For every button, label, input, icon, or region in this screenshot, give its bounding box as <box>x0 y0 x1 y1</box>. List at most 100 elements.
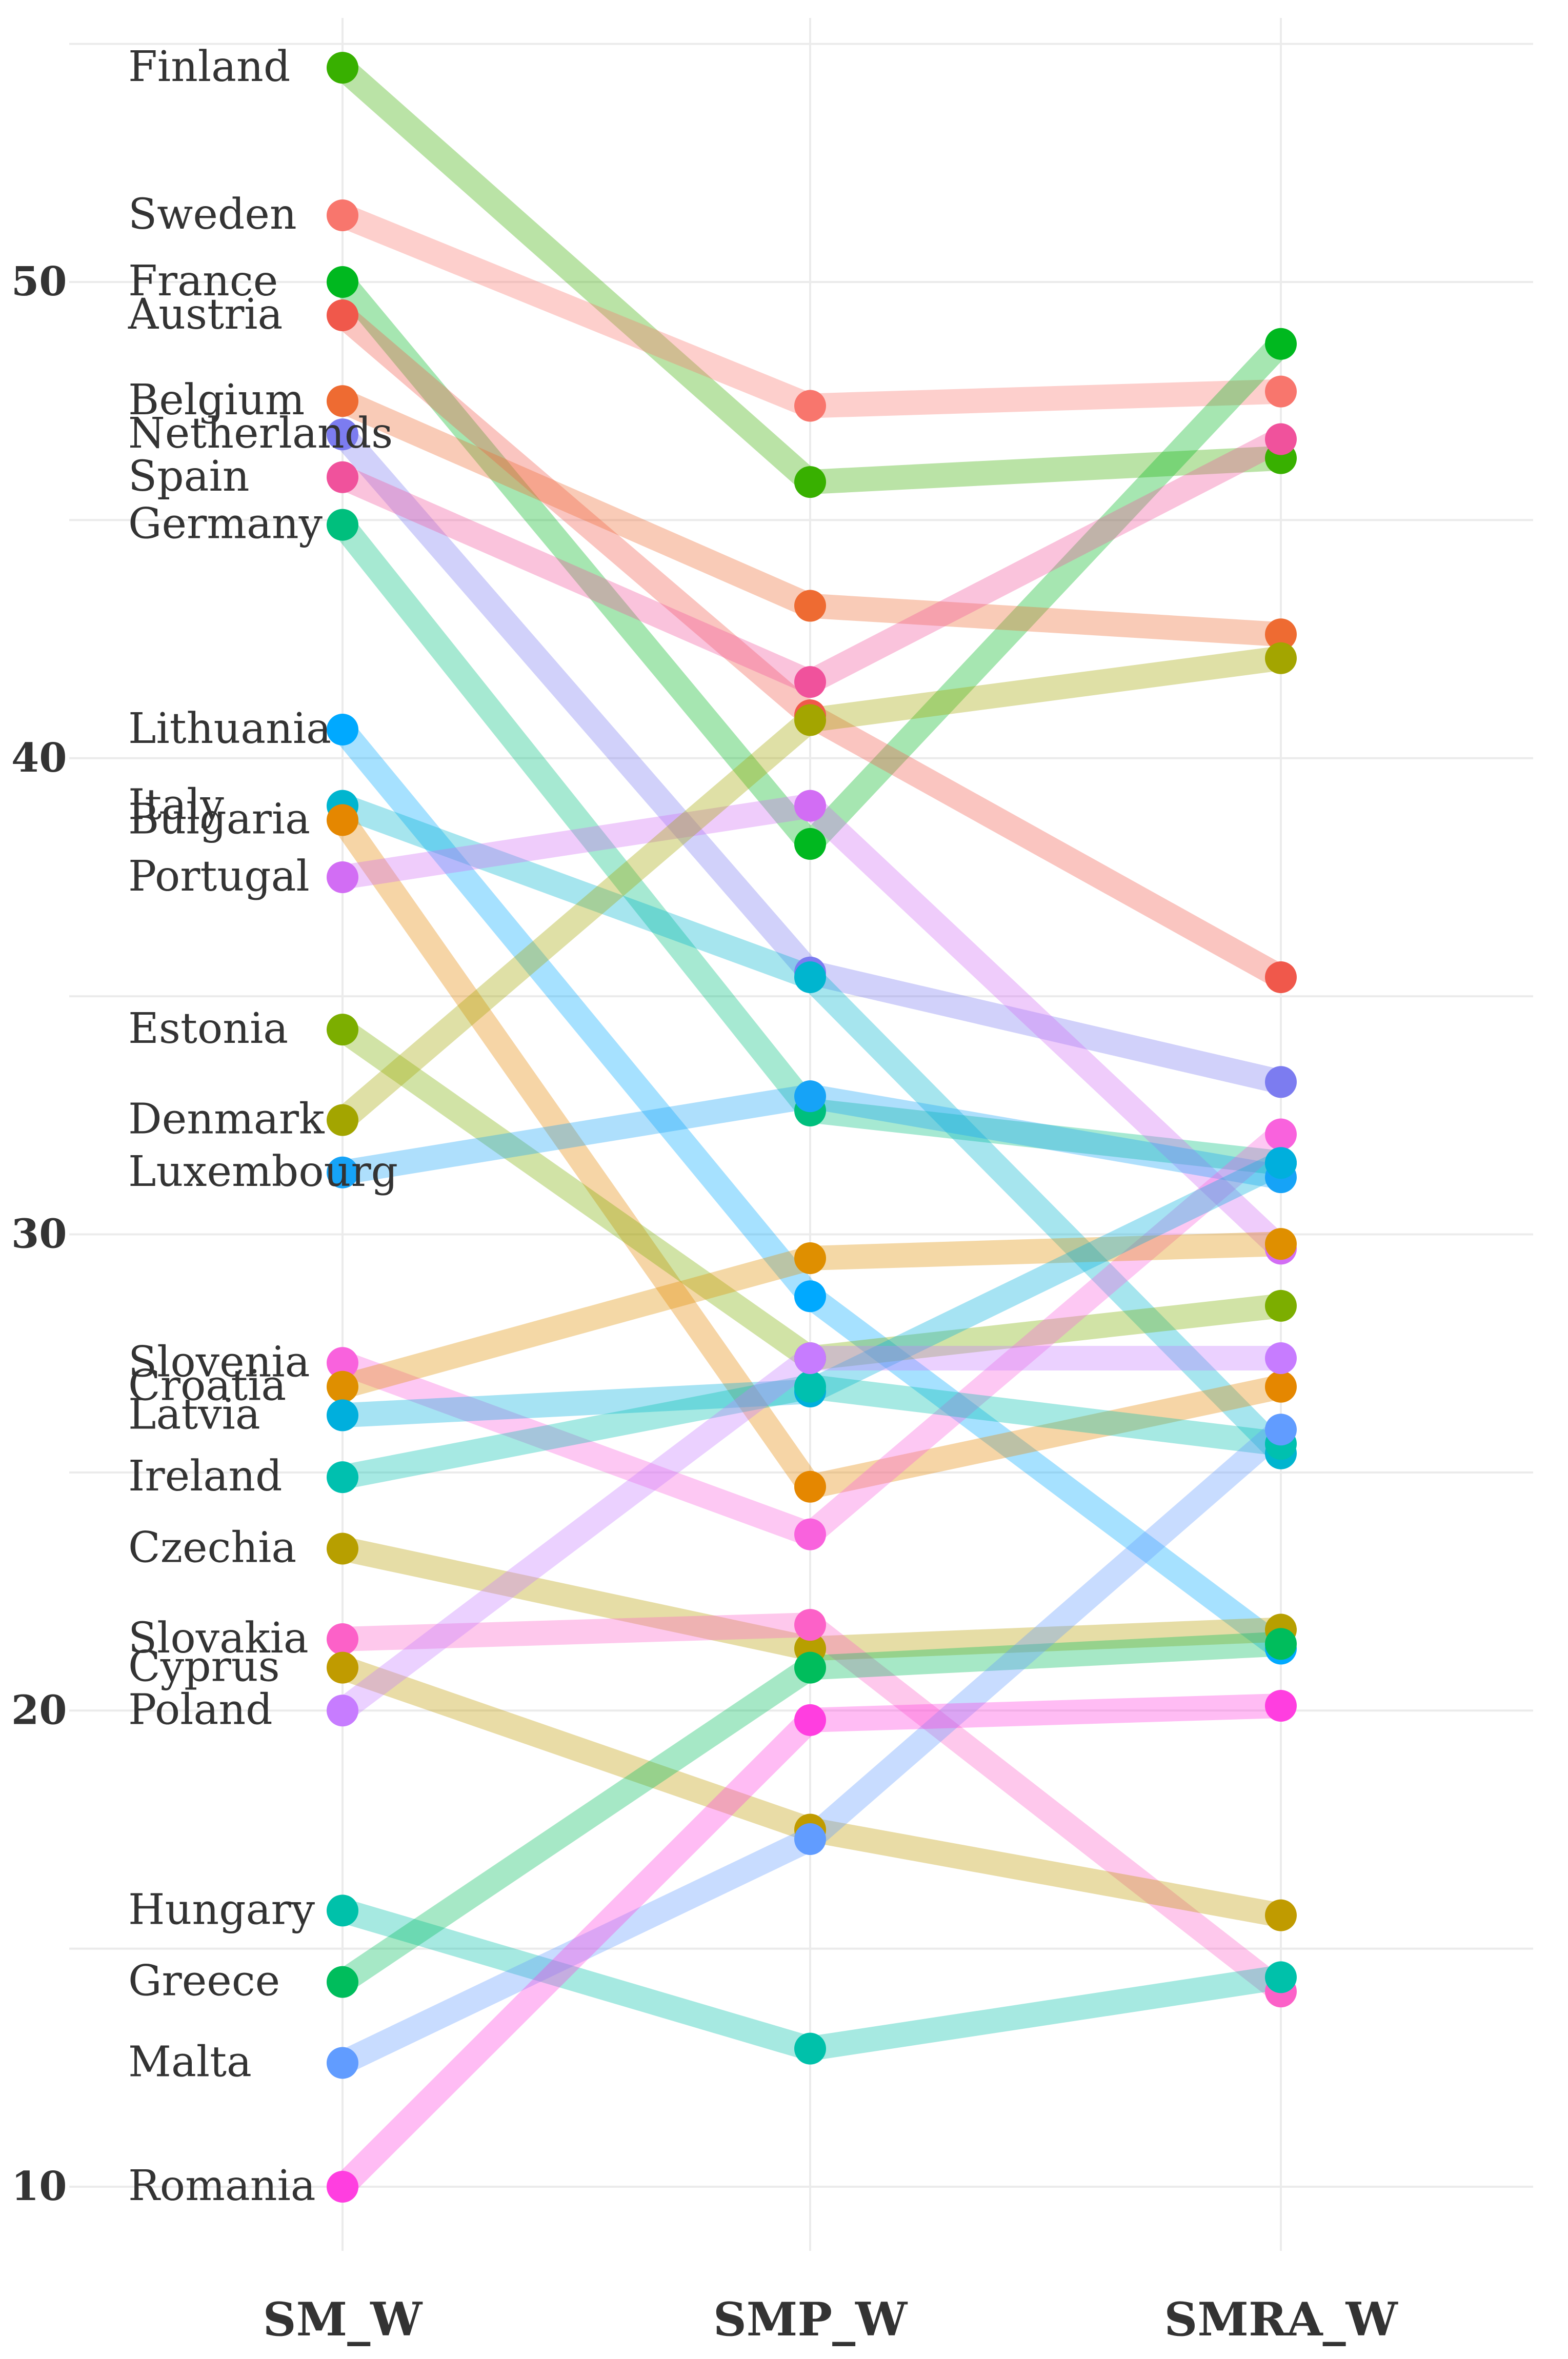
data-point <box>794 666 826 698</box>
data-point <box>794 390 826 422</box>
series-lines <box>330 55 1293 2199</box>
x-axis-label: SMRA_W <box>1164 2292 1398 2347</box>
data-point <box>327 2171 358 2203</box>
series-line <box>330 270 1293 856</box>
data-point <box>1265 1118 1297 1151</box>
country-label: Germany <box>128 500 323 549</box>
country-label: Hungary <box>128 1885 315 1934</box>
data-point <box>327 1461 358 1494</box>
data-point <box>794 704 826 736</box>
country-label: Lithuania <box>128 704 331 753</box>
series-line <box>330 1898 1293 2061</box>
series-line <box>330 1631 1293 1994</box>
data-point <box>327 461 358 493</box>
y-tick-label: 20 <box>11 1687 67 1733</box>
data-point <box>327 2047 358 2079</box>
data-point <box>1265 1414 1297 1446</box>
country-label: Bulgaria <box>128 795 310 843</box>
data-point <box>1265 1342 1297 1374</box>
data-point <box>327 1623 358 1655</box>
data-point <box>1265 1289 1297 1322</box>
country-label: Croatia <box>128 1362 286 1410</box>
series-line <box>330 203 1293 418</box>
data-point <box>327 385 358 417</box>
country-label: Netherlands <box>128 409 393 458</box>
data-point <box>1265 642 1297 674</box>
data-point <box>327 1014 358 1046</box>
data-point <box>1265 1228 1297 1260</box>
data-point <box>1265 1899 1297 1931</box>
country-label: Slovakia <box>128 1614 309 1663</box>
data-point <box>1265 328 1297 360</box>
data-point <box>1265 1066 1297 1098</box>
data-point <box>327 1966 358 1998</box>
data-point <box>794 590 826 622</box>
y-tick-label: 30 <box>11 1211 67 1258</box>
country-label: Finland <box>128 43 290 91</box>
country-label: Ireland <box>128 1452 283 1501</box>
country-label: Estonia <box>128 1004 288 1053</box>
y-tick-label: 40 <box>11 735 67 781</box>
country-label: Belgium <box>128 376 305 425</box>
country-label: Czechia <box>128 1523 296 1572</box>
data-point <box>327 1533 358 1565</box>
data-point <box>327 861 358 893</box>
data-point <box>1265 1147 1297 1179</box>
country-label: Greece <box>128 1957 280 2006</box>
data-point <box>794 1342 826 1374</box>
data-point <box>794 1518 826 1550</box>
country-label: France <box>128 257 278 306</box>
country-label: Slovenia <box>128 1338 310 1386</box>
data-point <box>327 509 358 541</box>
series-points <box>327 52 1297 2203</box>
data-point <box>794 1370 826 1403</box>
data-point <box>327 52 358 84</box>
x-axis-label: SMP_W <box>713 2292 908 2347</box>
data-point <box>327 1651 358 1684</box>
data-point <box>1265 618 1297 651</box>
country-label: Poland <box>128 1685 273 1734</box>
y-tick-label: 50 <box>11 258 67 305</box>
data-point <box>794 790 826 822</box>
data-point <box>794 466 826 498</box>
country-label: Cyprus <box>128 1643 280 1691</box>
data-point <box>794 1470 826 1503</box>
data-point <box>1265 1689 1297 1722</box>
data-point <box>327 804 358 836</box>
data-point <box>327 1347 358 1379</box>
data-point <box>794 1651 826 1684</box>
country-label: Spain <box>128 452 250 501</box>
x-axis-label: SM_W <box>263 2292 424 2347</box>
data-point <box>794 961 826 993</box>
y-axis-ticks: 10 20 30 40 50 <box>11 258 67 2210</box>
x-axis-labels: SM_W SMP_W SMRA_W <box>263 2292 1399 2347</box>
data-point <box>327 418 358 451</box>
data-point <box>327 714 358 746</box>
data-point <box>327 1695 358 1727</box>
data-point <box>327 1156 358 1188</box>
data-point <box>327 299 358 332</box>
data-point <box>327 266 358 298</box>
data-point <box>327 1399 358 1431</box>
data-point <box>794 828 826 860</box>
data-point <box>1265 961 1297 993</box>
data-point <box>327 1104 358 1136</box>
country-label: Denmark <box>128 1095 325 1144</box>
data-point <box>794 1080 826 1113</box>
data-point <box>794 1280 826 1313</box>
y-tick-label: 10 <box>11 2163 67 2210</box>
data-point <box>794 1823 826 1856</box>
data-point <box>327 1894 358 1927</box>
data-point <box>1265 423 1297 455</box>
data-point <box>327 1370 358 1403</box>
country-label: Latvia <box>128 1390 260 1439</box>
country-label: Malta <box>128 2038 252 2087</box>
data-point <box>1265 1370 1297 1403</box>
country-label: Luxembourg <box>128 1147 398 1196</box>
data-point <box>1265 1961 1297 1993</box>
data-point <box>327 199 358 231</box>
data-point <box>1265 375 1297 408</box>
